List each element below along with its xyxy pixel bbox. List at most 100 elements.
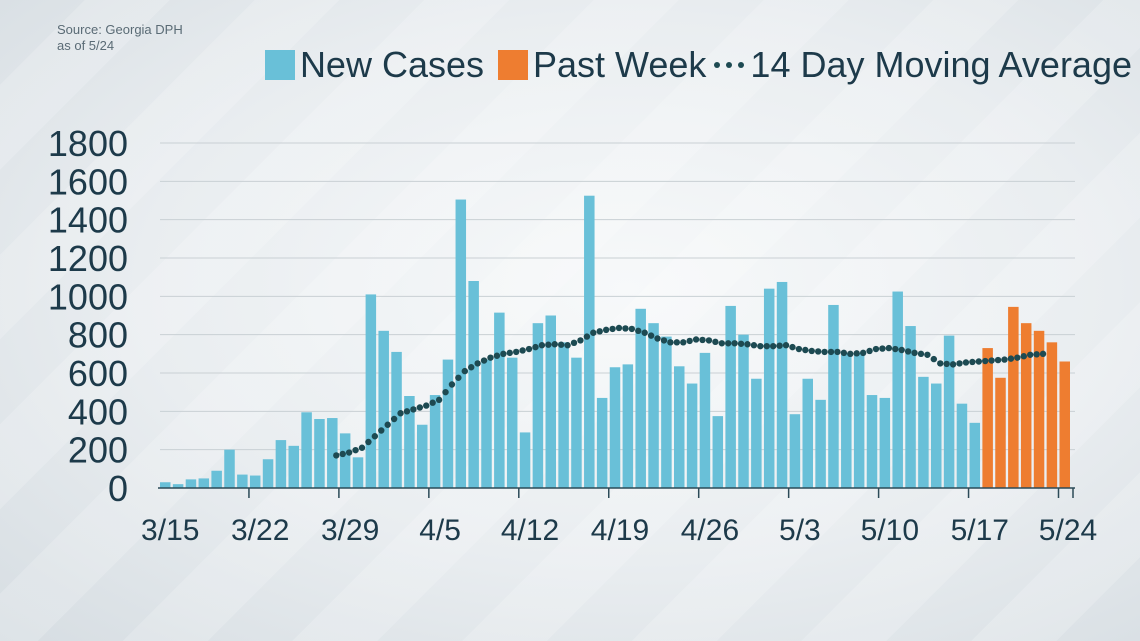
moving-average-point <box>371 433 379 440</box>
bar-new-cases <box>584 195 595 489</box>
moving-average-point <box>416 404 424 411</box>
bar-new-cases <box>622 364 634 488</box>
moving-average-point <box>982 357 989 365</box>
legend-moving-average: 14 Day Moving Average <box>714 44 1132 86</box>
bar-new-cases <box>262 459 274 488</box>
moving-average-point <box>378 427 385 434</box>
moving-average-point <box>949 361 957 368</box>
bar-new-cases <box>943 335 955 488</box>
x-tick-label: 3/15 <box>141 514 199 547</box>
y-tick-label: 200 <box>68 430 128 471</box>
moving-average-point <box>506 349 513 357</box>
moving-average-point <box>564 342 571 349</box>
moving-average-point <box>448 381 456 388</box>
bar-new-cases <box>198 478 210 488</box>
moving-average-point <box>737 340 745 347</box>
x-tick-label: 5/17 <box>951 514 1009 547</box>
x-tick-label: 3/22 <box>231 514 289 547</box>
bar-new-cases <box>172 484 184 488</box>
moving-average-point <box>782 342 790 349</box>
x-tick-label: 5/10 <box>861 514 919 547</box>
moving-average-point <box>487 354 494 361</box>
x-tick-label: 5/24 <box>1039 514 1097 547</box>
bar-new-cases <box>365 294 377 488</box>
y-tick-label: 1400 <box>48 200 128 241</box>
bar-past-week <box>982 348 993 488</box>
moving-average-point <box>770 342 777 350</box>
bar-new-cases <box>160 482 171 488</box>
bar-new-cases <box>506 357 518 488</box>
moving-average-point <box>513 348 520 356</box>
bar-new-cases <box>596 397 608 488</box>
bar-past-week <box>995 377 1006 488</box>
moving-average-point <box>352 446 359 454</box>
moving-average-point <box>532 343 539 351</box>
moving-average-point <box>397 410 404 417</box>
moving-average-point <box>358 444 366 451</box>
moving-average-point <box>802 346 809 354</box>
bar-past-week <box>1008 306 1019 488</box>
moving-average-point <box>904 348 912 355</box>
x-tick-label: 4/19 <box>591 514 649 547</box>
bar-new-cases <box>545 315 556 488</box>
moving-average-point <box>596 328 603 335</box>
moving-average-point <box>911 349 918 357</box>
bar-new-cases <box>776 281 788 488</box>
moving-average-point <box>757 342 764 350</box>
moving-average-point <box>1007 355 1015 362</box>
moving-average-point <box>461 367 468 375</box>
bar-new-cases <box>417 424 428 488</box>
bar-new-cases <box>956 403 968 488</box>
moving-average-point <box>879 345 886 352</box>
moving-average-point <box>763 342 770 350</box>
bar-new-cases <box>789 414 801 488</box>
moving-average-point <box>641 329 648 336</box>
moving-average-point <box>673 339 681 346</box>
bar-new-cases <box>442 359 454 488</box>
moving-average-point <box>840 349 848 357</box>
moving-average-point <box>333 452 340 459</box>
x-tick-label: 4/26 <box>681 514 739 547</box>
moving-average-point <box>577 337 584 344</box>
moving-average-point <box>423 402 430 409</box>
moving-average-point <box>930 355 938 363</box>
bar-new-cases <box>288 445 299 488</box>
bar-new-cases <box>751 378 762 488</box>
moving-average-point <box>435 396 443 404</box>
legend-swatch-past-week <box>498 50 528 80</box>
bar-new-cases <box>237 474 248 488</box>
moving-average-point <box>1033 351 1040 358</box>
moving-average-point <box>390 415 398 423</box>
moving-average-point <box>345 449 353 456</box>
moving-average-point <box>924 351 931 358</box>
source-line: Source: Georgia DPH <box>57 22 183 37</box>
bar-new-cases <box>185 479 197 488</box>
moving-average-point <box>384 421 391 428</box>
bar-new-cases <box>339 433 351 488</box>
moving-average-point <box>570 339 578 347</box>
bar-new-cases <box>815 399 826 488</box>
bar-new-cases <box>532 323 544 488</box>
moving-average-point <box>943 360 950 368</box>
bar-new-cases <box>879 397 891 488</box>
moving-average-point <box>538 342 546 349</box>
moving-average-point <box>699 336 706 344</box>
bar-new-cases <box>905 326 916 488</box>
moving-average-point <box>776 342 783 349</box>
moving-average-point <box>628 325 636 333</box>
bar-new-cases <box>712 416 724 488</box>
y-tick-label: 0 <box>108 468 128 509</box>
bar-new-cases <box>763 288 775 488</box>
moving-average-point <box>660 337 668 344</box>
bar-new-cases <box>571 357 582 488</box>
bar-new-cases <box>866 395 878 488</box>
moving-average-point <box>654 335 661 342</box>
moving-average-point <box>718 340 725 347</box>
moving-average-point <box>429 399 436 406</box>
moving-average-point <box>1027 351 1034 358</box>
legend-swatch-new-cases <box>264 50 295 80</box>
bar-new-cases <box>378 330 389 488</box>
bar-new-cases <box>327 418 338 488</box>
moving-average-point <box>962 359 970 366</box>
legend-label-moving-average: 14 Day Moving Average <box>750 44 1132 85</box>
